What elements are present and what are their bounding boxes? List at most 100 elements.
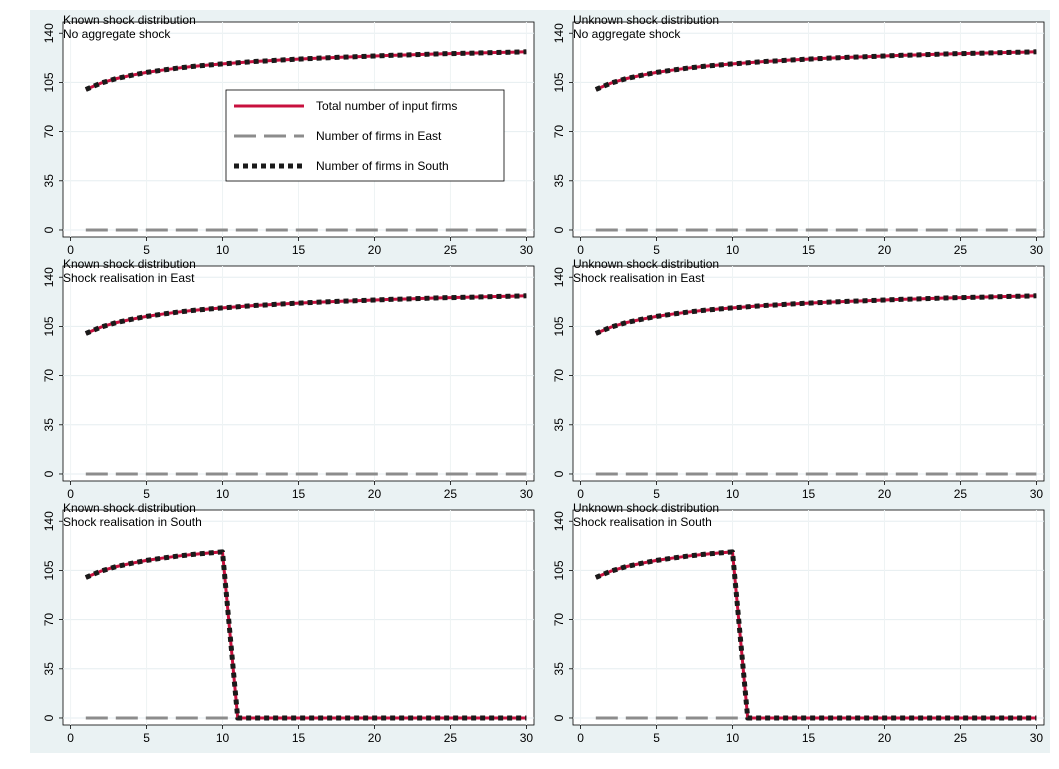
x-tick-label: 5: [653, 243, 660, 257]
panel-subtitle: No aggregate shock: [63, 27, 171, 41]
x-tick-label: 30: [1030, 243, 1044, 257]
x-tick-label: 5: [143, 243, 150, 257]
y-tick-label: 0: [552, 226, 566, 233]
x-tick-label: 10: [726, 731, 740, 745]
x-tick-label: 30: [520, 731, 534, 745]
x-tick-label: 10: [726, 243, 740, 257]
y-tick-label: 140: [42, 511, 56, 531]
y-tick-label: 0: [42, 714, 56, 721]
y-tick-label: 105: [552, 560, 566, 580]
legend-label-3: Number of firms in South: [316, 159, 449, 173]
y-tick-label: 70: [42, 369, 56, 383]
y-tick-label: 140: [552, 23, 566, 43]
y-tick-label: 105: [552, 316, 566, 336]
x-tick-label: 10: [216, 731, 230, 745]
x-tick-label: 25: [954, 243, 968, 257]
x-tick-label: 15: [292, 731, 306, 745]
panel-subtitle: No aggregate shock: [573, 27, 681, 41]
x-tick-label: 30: [1030, 731, 1044, 745]
legend: Total number of input firms Number of fir…: [225, 89, 505, 182]
x-tick-label: 25: [444, 731, 458, 745]
x-tick-label: 10: [216, 243, 230, 257]
x-tick-label: 20: [368, 731, 382, 745]
x-tick-label: 0: [577, 487, 584, 501]
x-tick-label: 30: [520, 243, 534, 257]
panel-title: Known shock distribution: [63, 501, 196, 515]
x-tick-label: 20: [878, 243, 892, 257]
x-tick-label: 15: [292, 243, 306, 257]
y-tick-label: 140: [42, 23, 56, 43]
series-line-3: [84, 549, 527, 721]
panel-title: Known shock distribution: [63, 257, 196, 271]
chart-panel-4: 0 35 70 105 140 0 5 10 15 20 25 30 Unknown shock dis…: [540, 254, 1050, 509]
y-tick-label: 35: [552, 662, 566, 676]
x-tick-label: 20: [368, 243, 382, 257]
x-tick-label: 20: [878, 731, 892, 745]
y-tick-label: 70: [42, 613, 56, 627]
y-tick-label: 35: [552, 174, 566, 188]
panel-title: Known shock distribution: [63, 13, 196, 27]
y-tick-label: 0: [42, 470, 56, 477]
panel-subtitle: Shock realisation in East: [573, 271, 705, 285]
x-tick-label: 5: [143, 731, 150, 745]
x-tick-label: 0: [67, 731, 74, 745]
chart-panel-6: 0 35 70 105 140 0 5 10 15 20 25 30 Unknown shock dis…: [540, 498, 1050, 753]
x-tick-label: 25: [954, 731, 968, 745]
y-tick-label: 140: [552, 267, 566, 287]
y-tick-label: 35: [552, 418, 566, 432]
x-tick-label: 20: [878, 487, 892, 501]
y-tick-label: 0: [552, 470, 566, 477]
y-tick-label: 35: [42, 174, 56, 188]
y-tick-label: 70: [42, 125, 56, 139]
y-tick-label: 70: [552, 369, 566, 383]
legend-label-2: Number of firms in East: [316, 129, 442, 143]
x-tick-label: 25: [444, 243, 458, 257]
y-tick-label: 35: [42, 662, 56, 676]
x-tick-label: 5: [653, 731, 660, 745]
chart-panel-5: 0 35 70 105 140 0 5 10 15 20 25 30 Known shock distr…: [30, 498, 540, 753]
panel-subtitle: Shock realisation in East: [63, 271, 195, 285]
panel-title: Unknown shock distribution: [573, 501, 719, 515]
y-tick-label: 0: [552, 714, 566, 721]
y-tick-label: 140: [552, 511, 566, 531]
x-tick-label: 5: [143, 487, 150, 501]
y-tick-label: 70: [552, 613, 566, 627]
y-tick-label: 35: [42, 418, 56, 432]
chart-panel-3: 0 35 70 105 140 0 5 10 15 20 25 30 Known shock distr…: [30, 254, 540, 509]
chart-panel-2: 0 35 70 105 140 0 5 10 15 20 25 30 Unknown shock dis…: [540, 10, 1050, 265]
panel-subtitle: Shock realisation in South: [573, 515, 712, 529]
y-tick-label: 105: [552, 72, 566, 92]
series-line-3: [84, 49, 527, 92]
x-tick-label: 10: [726, 487, 740, 501]
series-line-3: [594, 549, 1037, 721]
y-tick-label: 140: [42, 267, 56, 287]
x-tick-label: 15: [802, 487, 816, 501]
series-line-3: [84, 293, 527, 336]
x-tick-label: 15: [802, 731, 816, 745]
x-tick-label: 15: [292, 487, 306, 501]
y-tick-label: 105: [42, 560, 56, 580]
y-tick-label: 0: [42, 226, 56, 233]
x-tick-label: 20: [368, 487, 382, 501]
x-tick-label: 15: [802, 243, 816, 257]
x-tick-label: 10: [216, 487, 230, 501]
x-tick-label: 30: [520, 487, 534, 501]
y-tick-label: 105: [42, 72, 56, 92]
x-tick-label: 0: [67, 487, 74, 501]
panel-title: Unknown shock distribution: [573, 257, 719, 271]
x-tick-label: 5: [653, 487, 660, 501]
series-line-3: [594, 293, 1037, 336]
y-tick-label: 105: [42, 316, 56, 336]
legend-label-1: Total number of input firms: [316, 99, 457, 113]
x-tick-label: 25: [954, 487, 968, 501]
x-tick-label: 0: [577, 243, 584, 257]
y-tick-label: 70: [552, 125, 566, 139]
x-tick-label: 0: [577, 731, 584, 745]
x-tick-label: 25: [444, 487, 458, 501]
panel-title: Unknown shock distribution: [573, 13, 719, 27]
series-line-3: [594, 49, 1037, 92]
x-tick-label: 30: [1030, 487, 1044, 501]
x-tick-label: 0: [67, 243, 74, 257]
panel-subtitle: Shock realisation in South: [63, 515, 202, 529]
